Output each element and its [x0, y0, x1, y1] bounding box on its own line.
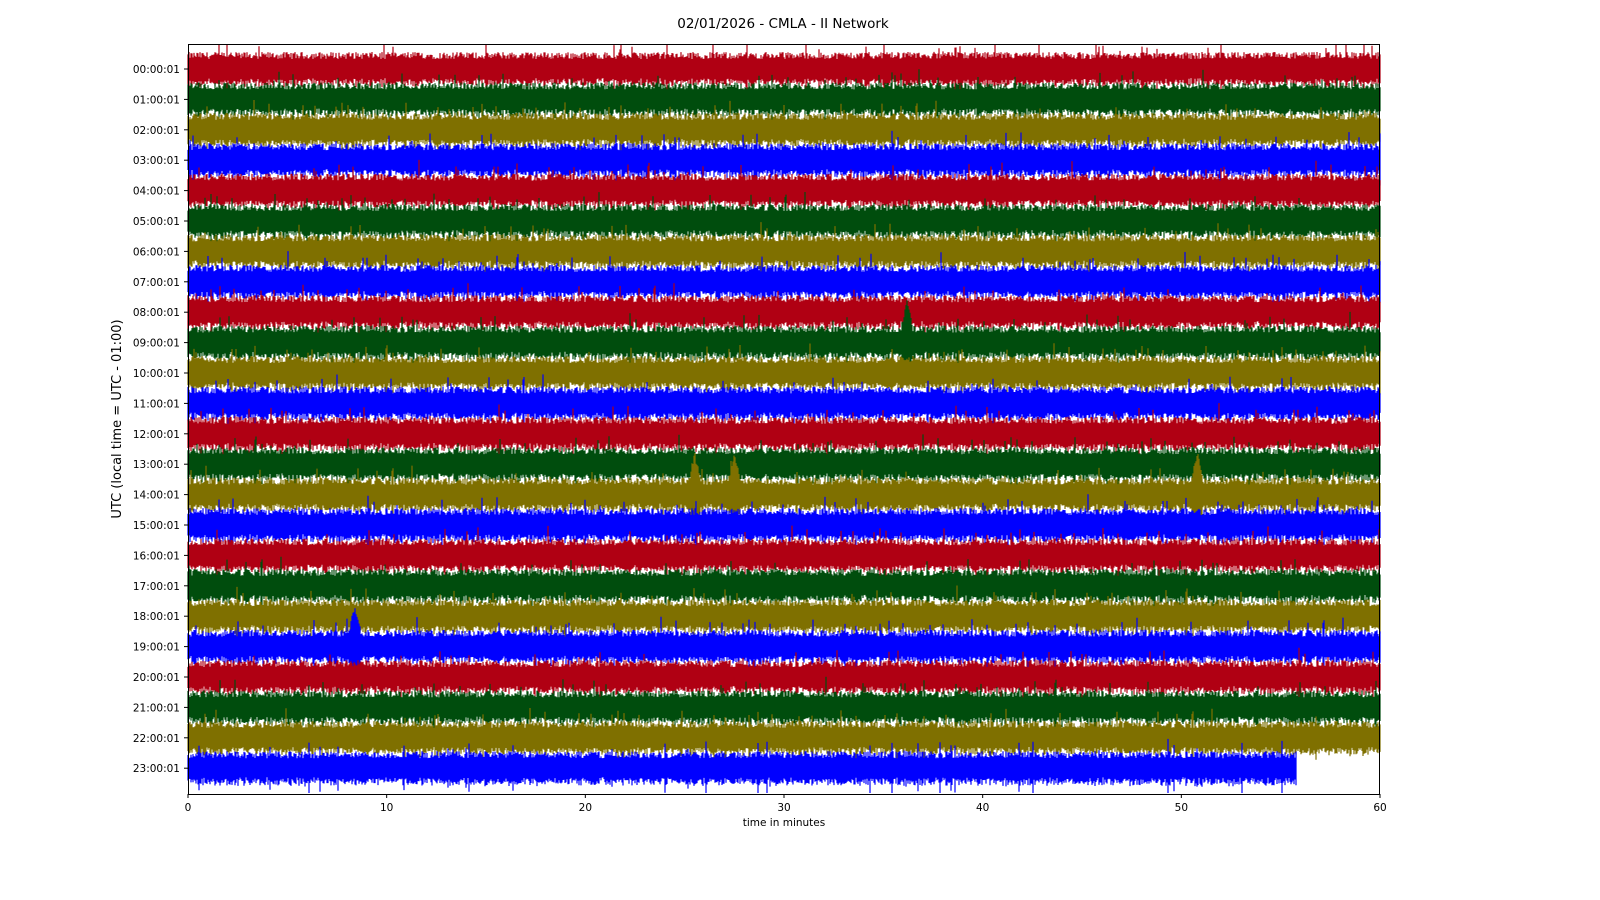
x-tick-label: 30 [777, 802, 790, 814]
y-tick-label: 17:00:01 [133, 581, 180, 593]
y-tick-label: 09:00:01 [133, 338, 180, 350]
x-tick-label: 60 [1373, 802, 1386, 814]
y-tick-label: 15:00:01 [133, 520, 180, 532]
y-tick-label: 11:00:01 [133, 398, 180, 410]
y-tick-label: 13:00:01 [133, 459, 180, 471]
y-tick-label: 00:00:01 [133, 64, 180, 76]
y-tick-label: 04:00:01 [133, 186, 180, 198]
y-tick-label: 14:00:01 [133, 490, 180, 502]
y-tick-label: 03:00:01 [133, 155, 180, 167]
y-tick-label: 07:00:01 [133, 277, 180, 289]
y-tick-label: 10:00:01 [133, 368, 180, 380]
y-tick-label: 18:00:01 [133, 611, 180, 623]
y-axis: 00:00:01 01:00:01 02:00:01 03:00:01 04:00:01… [133, 64, 188, 775]
y-tick-label: 22:00:01 [133, 733, 180, 745]
y-tick-label: 01:00:01 [133, 94, 180, 106]
x-tick-label: 50 [1175, 802, 1188, 814]
x-tick-label: 0 [185, 802, 192, 814]
y-tick-label: 02:00:01 [133, 125, 180, 137]
y-tick-label: 23:00:01 [133, 763, 180, 775]
y-tick-label: 08:00:01 [133, 307, 180, 319]
x-tick-label: 10 [380, 802, 393, 814]
y-tick-label: 19:00:01 [133, 642, 180, 654]
x-axis: 0 10 20 30 40 50 60 [185, 794, 1387, 814]
y-tick-label: 21:00:01 [133, 702, 180, 714]
seismic-traces [187, 45, 1381, 793]
x-tick-label: 40 [976, 802, 989, 814]
x-axis-label: time in minutes [743, 817, 825, 829]
y-tick-label: 20:00:01 [133, 672, 180, 684]
y-axis-label: UTC (local time = UTC - 01:00) [110, 319, 125, 518]
y-tick-label: 12:00:01 [133, 429, 180, 441]
x-tick-label: 20 [579, 802, 592, 814]
y-tick-label: 16:00:01 [133, 550, 180, 562]
y-tick-label: 05:00:01 [133, 216, 180, 228]
chart-title: 02/01/2026 - CMLA - II Network [677, 16, 889, 32]
y-tick-label: 06:00:01 [133, 246, 180, 258]
